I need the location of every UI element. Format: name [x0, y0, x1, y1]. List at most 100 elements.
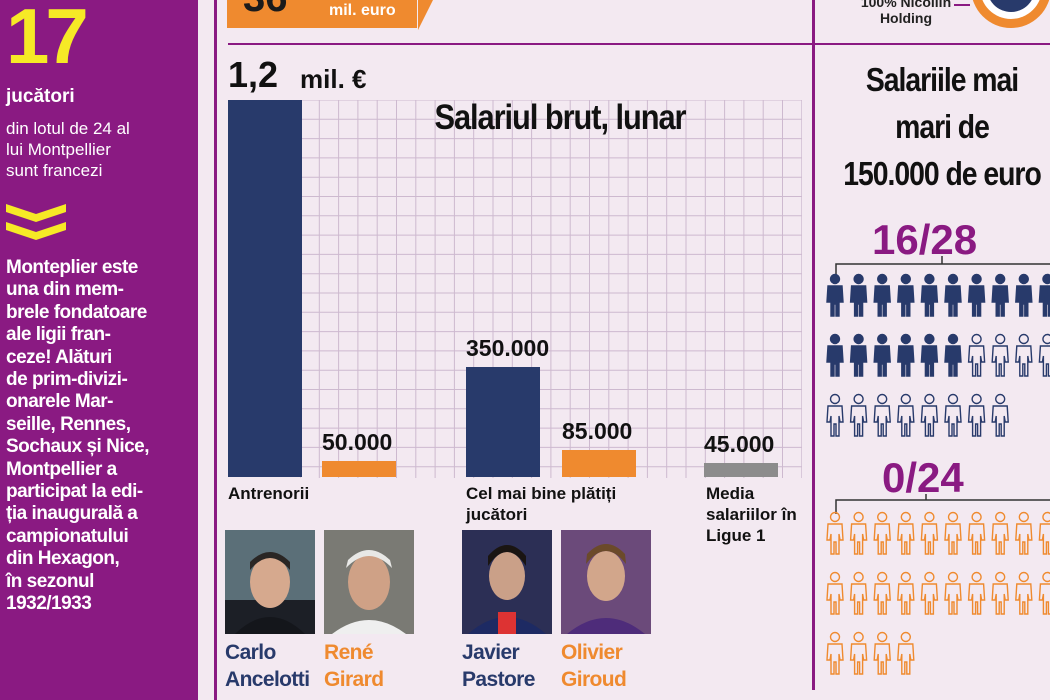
- french-players-label: jucători: [6, 86, 75, 107]
- person-icon: [944, 333, 962, 377]
- ymax-unit: mil. €: [300, 64, 367, 94]
- chart-grid: [300, 100, 802, 478]
- pictogram-montpellier: [826, 511, 1050, 675]
- person-icon: [991, 273, 1009, 317]
- fraction-montpellier: 0/24: [882, 454, 964, 501]
- person-icon: [849, 273, 868, 317]
- person-icon: [897, 511, 915, 555]
- chart-title: Salariul brut, lunar: [434, 98, 686, 137]
- person-icon: [849, 571, 868, 615]
- person-icon: [991, 511, 1009, 555]
- person-icon: [873, 273, 891, 317]
- person-icon: [826, 393, 844, 437]
- person-icon: [944, 393, 962, 437]
- person-icon: [1015, 273, 1033, 317]
- person-icon: [1038, 333, 1050, 377]
- person-icon: [849, 511, 868, 555]
- divider-top: [228, 43, 1050, 45]
- story-line: ale ligii fran-: [6, 324, 111, 346]
- bar-value-olivier: 85.000: [562, 418, 633, 445]
- divider-right: [812, 0, 815, 690]
- photo-carlo-ancelotti: [225, 530, 315, 634]
- story-line: seille, Rennes,: [6, 413, 131, 435]
- person-icon: [920, 393, 939, 437]
- person-icon: [991, 393, 1009, 437]
- bar-value-ligue1: 45.000: [704, 430, 775, 457]
- story-line: Sochaux și Nice,: [6, 436, 150, 458]
- person-icon: [1015, 333, 1033, 377]
- bar-olivier: [562, 450, 636, 477]
- person-icon: [873, 511, 891, 555]
- french-players-subtext: din lotul de 24 al lui Montpellier sunt …: [6, 119, 130, 180]
- name-javier-pastore: Javier Pastore: [462, 641, 535, 691]
- story-line: una din mem-: [6, 279, 124, 301]
- bracket-2: [835, 494, 1050, 514]
- budget-number: 36: [243, 0, 288, 21]
- badge-arrow: [418, 0, 433, 30]
- story-line: participat la edi-: [6, 481, 143, 503]
- person-icon: [873, 631, 891, 675]
- bar-javier: [466, 367, 540, 477]
- french-players-count: 17: [6, 0, 89, 80]
- name-olivier-giroud: Olivier Giroud: [561, 641, 627, 691]
- story-line: de prim-divizi-: [6, 369, 128, 391]
- person-icon: [897, 393, 915, 437]
- sidebar: 17 jucători din lotul de 24 al lui Montp…: [0, 0, 198, 700]
- bar-ligue1: [704, 462, 778, 477]
- divider-left: [214, 0, 217, 700]
- person-icon: [920, 571, 939, 615]
- person-icon: [920, 511, 939, 555]
- bar-rene: [322, 461, 396, 477]
- person-icon: [944, 273, 962, 317]
- person-icon: [967, 393, 986, 437]
- group-label-coaches: Antrenorii: [228, 484, 310, 503]
- person-icon: [873, 333, 891, 377]
- person-icon: [849, 333, 868, 377]
- person-icon: [826, 273, 844, 317]
- name-carlo-ancelotti: Carlo Ancelotti: [225, 641, 310, 691]
- person-icon: [826, 571, 844, 615]
- group-label-players: Cel mai bine plătiți jucători: [466, 484, 617, 524]
- person-icon: [897, 273, 915, 317]
- person-icon: [897, 571, 915, 615]
- holding-label: 100% Nicollin Holding: [860, 0, 952, 26]
- photo-javier-pastore: [462, 530, 552, 634]
- bar-carlo: [228, 100, 302, 477]
- chevron-down-icon: [6, 204, 66, 240]
- person-icon: [1038, 273, 1050, 317]
- story-line: campionatului: [6, 525, 129, 547]
- person-icon: [873, 393, 891, 437]
- person-icon: [991, 333, 1009, 377]
- story-line: în sezonul: [6, 570, 94, 592]
- pictogram-ligue1: [826, 273, 1050, 437]
- person-icon: [920, 273, 939, 317]
- person-icon: [1015, 511, 1033, 555]
- story-line: Monteplier este: [6, 257, 138, 278]
- story-line: Montpellier a: [6, 458, 117, 480]
- budget-badge: 36 mil. euro: [227, 0, 417, 28]
- story-line: ceze! Alături: [6, 346, 112, 368]
- person-icon: [1038, 571, 1050, 615]
- ymax-label: 1,2: [228, 54, 279, 95]
- person-icon: [967, 511, 986, 555]
- person-icon: [873, 571, 891, 615]
- name-rene-girard: René Girard: [324, 641, 384, 691]
- person-icon: [897, 333, 915, 377]
- photo-rene-girard: [324, 530, 414, 634]
- person-icon: [1038, 511, 1050, 555]
- person-icon: [944, 571, 962, 615]
- person-icon: [967, 273, 986, 317]
- budget-unit: mil. euro: [329, 2, 396, 19]
- bar-value-rene: 50.000: [322, 429, 393, 456]
- story-line: 1932/1933: [6, 593, 92, 615]
- story-line: din Hexagon,: [6, 548, 120, 570]
- club-crest: [972, 0, 1050, 28]
- top-salaries-title: Salariile mai mari de 150.000 de euro: [843, 61, 1042, 192]
- person-icon: [897, 631, 915, 675]
- bar-value-javier: 350.000: [466, 335, 550, 362]
- story-line: ția inaugurală a: [6, 503, 138, 525]
- story-line: onarele Mar-: [6, 391, 113, 413]
- person-icon: [1015, 571, 1033, 615]
- story-line: brele fondatoare: [6, 301, 147, 323]
- person-icon: [849, 393, 868, 437]
